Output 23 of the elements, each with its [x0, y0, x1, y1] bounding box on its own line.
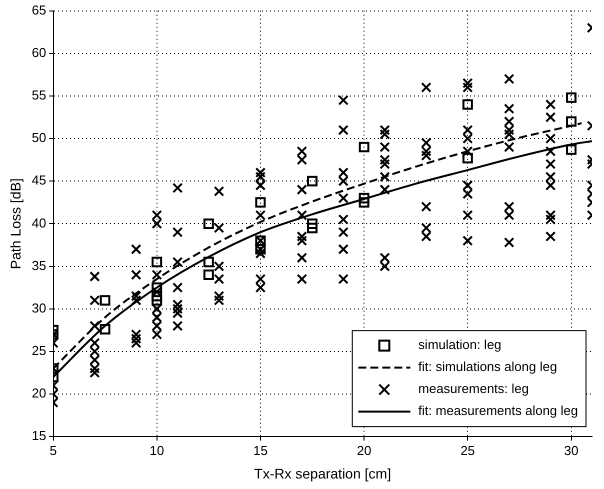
y-tick-label: 40 — [32, 215, 46, 230]
y-tick-label: 35 — [32, 258, 46, 273]
y-tick-label: 50 — [32, 130, 46, 146]
legend-label: fit: measurements along leg — [418, 403, 578, 418]
y-tick-label: 20 — [32, 386, 46, 401]
x-axis-title: Tx-Rx separation [cm] — [254, 465, 392, 482]
x-tick-label: 5 — [50, 442, 57, 458]
x-tick-label: 30 — [564, 442, 579, 458]
y-tick-label: 30 — [32, 300, 46, 316]
legend-label: measurements: leg — [418, 381, 529, 396]
y-tick-label: 65 — [32, 2, 46, 18]
y-axis-title: Path Loss [dB] — [7, 178, 24, 270]
x-tick-label: 15 — [253, 442, 268, 458]
y-tick-label: 55 — [32, 88, 46, 103]
y-tick-label: 15 — [32, 428, 46, 444]
x-tick-label: 10 — [150, 442, 164, 458]
x-tick-label: 25 — [460, 442, 475, 458]
legend-label: simulation: leg — [418, 337, 502, 352]
y-tick-label: 60 — [32, 44, 46, 60]
y-tick-label: 25 — [32, 343, 46, 358]
legend-label: fit: simulations along leg — [418, 359, 558, 374]
y-tick-label: 45 — [32, 172, 46, 188]
x-tick-label: 20 — [356, 442, 372, 458]
